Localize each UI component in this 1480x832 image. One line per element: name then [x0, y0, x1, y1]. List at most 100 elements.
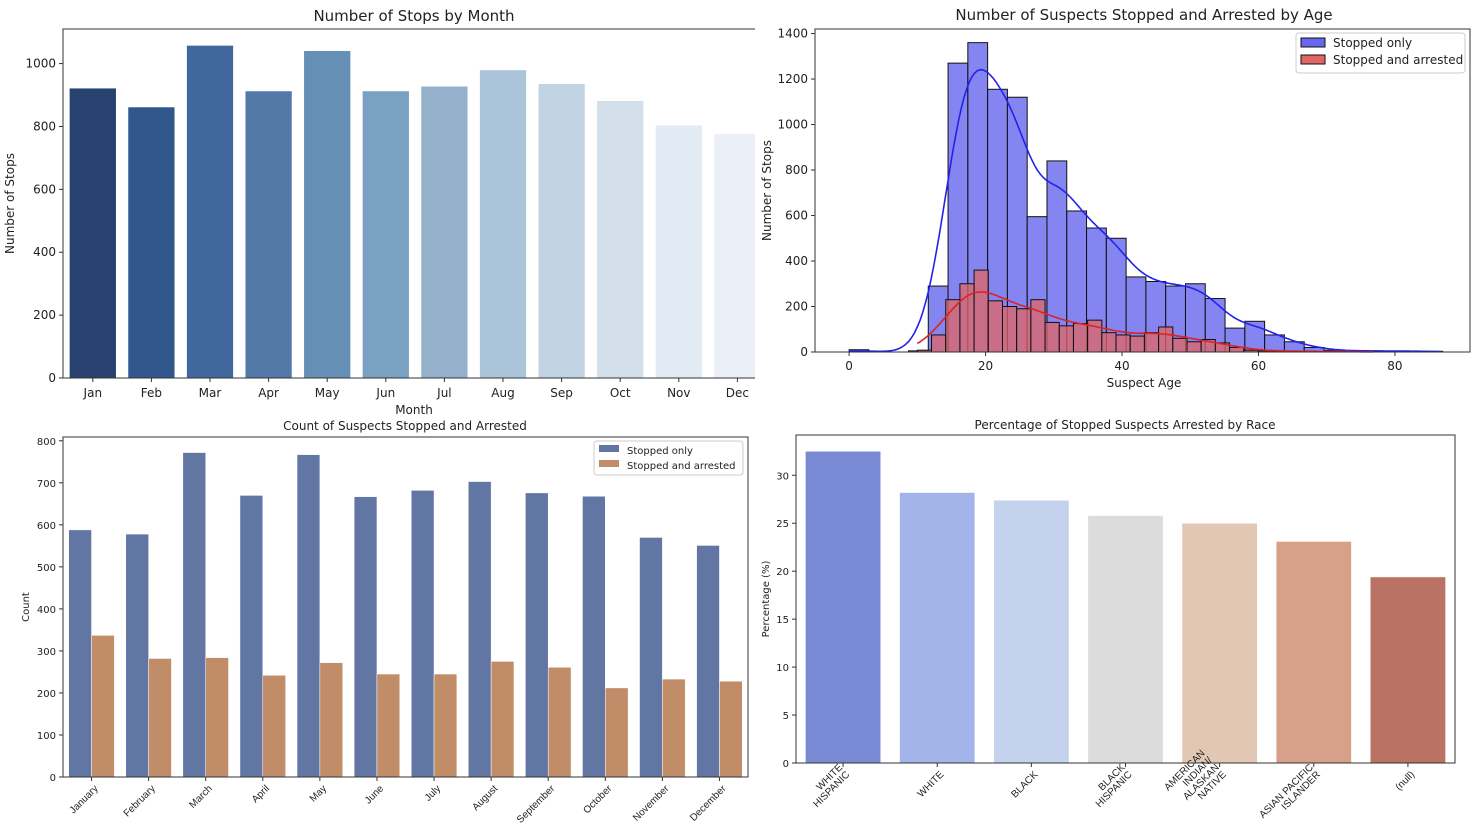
x-tick-label-line: December [688, 783, 729, 824]
x-tick-label: Dec [726, 386, 749, 400]
bar-june-stopped [353, 496, 378, 778]
legend-label: Stopped and arrested [1333, 53, 1463, 67]
x-axis-label: Month [395, 403, 433, 417]
y-axis-label: Percentage (%) [761, 561, 772, 638]
bar-july-stopped [410, 490, 435, 778]
bar-race [805, 451, 881, 764]
hist-bar [973, 269, 989, 353]
y-tick-label: 1000 [25, 57, 56, 71]
bar-mar [186, 45, 234, 379]
y-axis-label: Number of Stops [3, 153, 17, 254]
legend-box [593, 440, 744, 476]
bar-nov [655, 124, 703, 379]
axes-frame [62, 436, 749, 778]
axes-frame [795, 434, 1456, 764]
x-tick-label-line: BLACK [1010, 769, 1041, 800]
axes-frame [814, 28, 1471, 353]
x-tick-label: March [187, 783, 214, 810]
x-tick-label-line: April [250, 783, 272, 805]
x-tick-label: January [68, 783, 101, 816]
x-tick-label: Sep [550, 386, 573, 400]
y-tick-label: 600 [785, 209, 808, 223]
x-tick-label-line: July [423, 783, 443, 803]
hist-bar [931, 334, 947, 353]
bar-september-stopped [525, 492, 549, 778]
x-tick-label: August [470, 783, 500, 813]
y-tick-label: 1200 [777, 72, 808, 86]
bar-feb [127, 106, 176, 379]
hist-bar [1158, 326, 1174, 353]
bar-race [1181, 522, 1258, 764]
bar-sep [537, 83, 586, 379]
legend-swatch [1300, 54, 1326, 65]
chart-title: Number of Stops by Month [313, 7, 514, 25]
y-tick-label: 20 [776, 567, 789, 578]
legend-label: Stopped and arrested [627, 461, 736, 472]
y-tick-label: 0 [50, 773, 56, 784]
y-tick-label: 1400 [777, 27, 808, 41]
x-tick-label: February [122, 783, 158, 819]
x-tick-label: WHITEHISPANIC [804, 762, 852, 810]
x-tick-label: BLACKHISPANIC [1087, 762, 1135, 810]
y-tick-label: 25 [776, 519, 789, 530]
x-tick-label-line: October [581, 783, 614, 816]
x-tick-label: BLACK [1010, 769, 1041, 800]
bar-aug [479, 69, 527, 379]
y-tick-label: 0 [783, 759, 789, 770]
legend-swatch [599, 445, 619, 452]
y-tick-label: 400 [33, 245, 56, 259]
hist-bar [1115, 334, 1131, 353]
bar-march-stopped [182, 452, 206, 778]
y-tick-label: 400 [785, 254, 808, 268]
x-tick-label-line: June [363, 783, 386, 806]
y-tick-label: 800 [33, 119, 56, 133]
bar-jul [420, 85, 469, 379]
x-tick-label: 0 [845, 359, 853, 373]
hist-bar [1044, 321, 1060, 353]
x-tick-label: 60 [1251, 359, 1266, 373]
y-tick-label: 200 [37, 689, 56, 700]
x-tick-label: Aug [491, 386, 514, 400]
bar-january-arrested [91, 635, 115, 778]
bar-may-arrested [319, 662, 343, 778]
x-tick-label-line: May [308, 783, 329, 804]
chart-title: Number of Suspects Stopped and Arrested … [955, 6, 1332, 24]
x-tick-label: 40 [1114, 359, 1129, 373]
kde-line [916, 291, 1374, 353]
bar-august-stopped [468, 481, 492, 778]
y-axis-label: Count [21, 592, 32, 622]
bar-may-stopped [296, 454, 321, 778]
legend-swatch [1300, 37, 1326, 48]
chart-title: Percentage of Stopped Suspects Arrested … [975, 418, 1276, 432]
x-tick-label-line: August [470, 783, 500, 813]
arrest-percentage-by-race-chart: 0 5 10 15 20 25 30 Percentage (%) Percentage of … [761, 418, 1456, 821]
x-tick-label: July [423, 783, 443, 803]
x-tick-label-line: February [122, 783, 158, 819]
y-tick-label: 400 [37, 605, 56, 616]
bar-june-arrested [376, 673, 401, 778]
bar-february-arrested [148, 658, 172, 778]
axes-frame [62, 28, 755, 379]
x-tick-label-line: (null) [1394, 769, 1418, 793]
x-tick-label: Apr [258, 386, 279, 400]
hist-bar [1072, 323, 1089, 353]
bar-october-arrested [605, 687, 629, 778]
hist-bar [1143, 332, 1160, 353]
hist-bar [1101, 332, 1117, 353]
hist-bar [987, 300, 1003, 353]
x-tick-label-line: November [631, 783, 672, 824]
legend-swatch [599, 460, 619, 467]
y-tick-label: 600 [33, 182, 56, 196]
y-tick-label: 0 [48, 371, 56, 385]
hist-bar [1001, 306, 1018, 353]
bar-december-arrested [719, 680, 743, 778]
y-tick-label: 300 [37, 647, 56, 658]
bar-march-arrested [205, 657, 229, 778]
bar-race [1275, 541, 1352, 764]
stopped-arrested-count-chart: 0 100 200 300 400 500 600 700 800 Count Count of S… [21, 419, 749, 826]
x-tick-label: (null) [1394, 769, 1418, 793]
x-tick-label: WHITE [916, 769, 947, 800]
x-tick-label: November [631, 783, 672, 824]
hist-bar [1172, 337, 1188, 353]
hist-bar [1129, 335, 1145, 353]
